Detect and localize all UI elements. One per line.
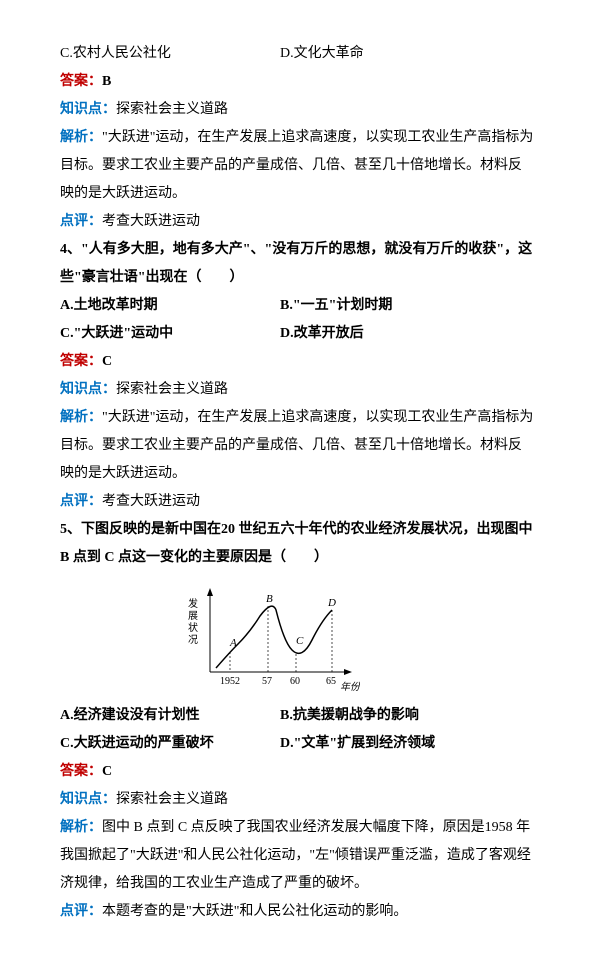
xtick-4: 65 [326,676,336,687]
y-label-3: 状 [188,621,198,634]
q5-comment: 点评：本题考查的是"大跃进"和人民公社化运动的影响。 [60,898,535,926]
q3-comment: 点评：考查大跃进运动 [60,208,535,236]
q3-optD: D.文化大革命 [280,40,500,68]
q3-optC: C.农村人民公社化 [60,40,280,68]
comment-label: 点评： [60,214,102,229]
q4-comment-value: 考查大跃进运动 [102,494,200,509]
y-label-2: 展 [188,610,198,622]
q4-answer-value: C [102,354,112,369]
q4-kp: 知识点：探索社会主义道路 [60,376,535,404]
q5-optA: A.经济建设没有计划性 [60,702,280,730]
answer-label: 答案： [60,354,102,369]
q4-analysis: 解析："大跃进"运动，在生产发展上追求高速度，以实现工农业生产高指标为目标。要求… [60,404,535,488]
q3-kp-value: 探索社会主义道路 [116,102,228,117]
xtick-2: 57 [262,676,272,687]
q4-options-row1: A.土地改革时期 B."一五"计划时期 [60,292,535,320]
q5-answer: 答案：C [60,758,535,786]
x-arrow-icon [344,669,352,675]
q4-kp-value: 探索社会主义道路 [116,382,228,397]
q4-stem: 4、"人有多大胆，地有多大产"、"没有万斤的思想，就没有万斤的收获"，这些"豪言… [60,236,535,292]
q4-optC: C."大跃进"运动中 [60,320,280,348]
q4-optB: B."一五"计划时期 [280,292,500,320]
y-arrow-icon [207,588,213,596]
chart-svg: 发 展 状 况 A B C D 1952 57 60 65 年份 [180,582,360,692]
y-label-4: 况 [188,634,198,646]
kp-label: 知识点： [60,102,116,117]
q5-kp-value: 探索社会主义道路 [116,792,228,807]
xtick-3: 60 [290,676,300,687]
answer-label: 答案： [60,74,102,89]
q3-analysis-value: "大跃进"运动，在生产发展上追求高速度，以实现工农业生产高指标为目标。要求工农业… [60,130,533,201]
q5-analysis-value: 图中 B 点到 C 点反映了我国农业经济发展大幅度下降，原因是1958 年我国掀… [60,820,531,891]
q5-kp: 知识点：探索社会主义道路 [60,786,535,814]
q4-analysis-value: "大跃进"运动，在生产发展上追求高速度，以实现工农业生产高指标为目标。要求工农业… [60,410,533,481]
q3-comment-value: 考查大跃进运动 [102,214,200,229]
q3-answer-value: B [102,74,111,89]
q4-optD: D.改革开放后 [280,320,500,348]
q5-stem: 5、下图反映的是新中国在20 世纪五六十年代的农业经济发展状况，出现图中 B 点… [60,516,535,572]
q3-answer: 答案：B [60,68,535,96]
q5-answer-value: C [102,764,112,779]
q3-options-row2: C.农村人民公社化 D.文化大革命 [60,40,535,68]
q3-analysis: 解析："大跃进"运动，在生产发展上追求高速度，以实现工农业生产高指标为目标。要求… [60,124,535,208]
point-a: A [229,637,237,649]
q5-optC: C.大跃进运动的严重破坏 [60,730,280,758]
x-label: 年份 [340,681,360,692]
analysis-label: 解析： [60,820,102,835]
q5-analysis: 解析：图中 B 点到 C 点反映了我国农业经济发展大幅度下降，原因是1958 年… [60,814,535,898]
answer-label: 答案： [60,764,102,779]
q5-optD: D."文革"扩展到经济领域 [280,730,500,758]
comment-label: 点评： [60,494,102,509]
analysis-label: 解析： [60,410,102,425]
q4-options-row2: C."大跃进"运动中 D.改革开放后 [60,320,535,348]
point-b: B [266,593,273,605]
q5-comment-value: 本题考查的是"大跃进"和人民公社化运动的影响。 [102,904,407,919]
kp-label: 知识点： [60,792,116,807]
point-c: C [296,635,304,647]
q5-options-row2: C.大跃进运动的严重破坏 D."文革"扩展到经济领域 [60,730,535,758]
q4-comment: 点评：考查大跃进运动 [60,488,535,516]
q5-options-row1: A.经济建设没有计划性 B.抗美援朝战争的影响 [60,702,535,730]
comment-label: 点评： [60,904,102,919]
q3-kp: 知识点：探索社会主义道路 [60,96,535,124]
y-label-1: 发 [188,597,198,610]
xtick-1: 1952 [220,676,240,687]
q5-chart: 发 展 状 况 A B C D 1952 57 60 65 年份 [180,582,360,692]
q4-optA: A.土地改革时期 [60,292,280,320]
q4-answer: 答案：C [60,348,535,376]
q5-optB: B.抗美援朝战争的影响 [280,702,500,730]
point-d: D [327,597,336,609]
kp-label: 知识点： [60,382,116,397]
analysis-label: 解析： [60,130,102,145]
